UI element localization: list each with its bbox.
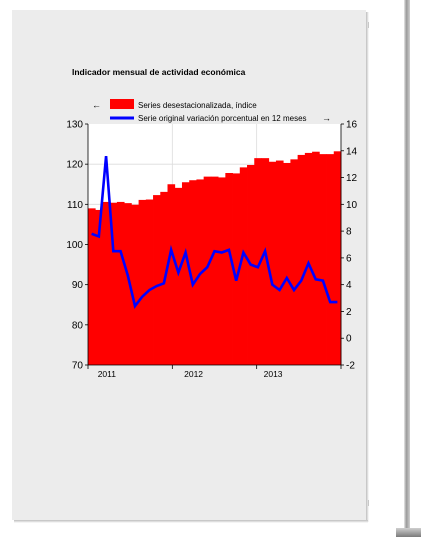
panel-shadow-bottom [14, 520, 368, 523]
legend-label-bars: Series desestacionalizada, índice [138, 101, 257, 110]
bar [109, 202, 118, 365]
left-tick-label: 110 [67, 200, 83, 211]
x-tick-label: 2011 [98, 369, 117, 379]
bar [88, 208, 96, 365]
bar [181, 182, 190, 365]
page-frame-edge [404, 0, 410, 537]
x-tick-label: 2013 [264, 369, 283, 379]
bar [145, 199, 154, 365]
left-tick-label: 80 [72, 320, 84, 331]
bar [95, 209, 103, 365]
bar [153, 195, 161, 365]
legend-left-axis-marker: ← [92, 100, 101, 110]
right-tick-label: 2 [346, 307, 352, 318]
legend-swatch-bars [110, 99, 134, 109]
bar [304, 152, 313, 365]
bar [167, 184, 176, 365]
bar [268, 161, 277, 365]
bar [232, 173, 241, 365]
left-tick-label: 100 [66, 240, 83, 251]
bar [319, 154, 327, 365]
bar [131, 204, 139, 365]
bar [203, 176, 212, 365]
bar [116, 201, 125, 365]
bar [297, 154, 306, 365]
right-tick-label: 14 [346, 146, 358, 157]
legend-right-axis-marker: → [322, 113, 331, 123]
right-tick-label: 4 [346, 280, 352, 291]
legend-label-line: Serie original variación porcentual en 1… [138, 114, 307, 123]
bar [210, 176, 219, 365]
panel-shadow-right [366, 12, 369, 522]
bar [138, 199, 147, 365]
chart-title: Indicador mensual de actividad económica [72, 67, 246, 77]
right-tick-label: 0 [346, 334, 352, 345]
right-tick-label: 12 [346, 173, 358, 184]
bar [124, 203, 132, 365]
left-tick-label: 70 [72, 361, 84, 372]
bar [174, 187, 183, 365]
right-tick-label: 10 [346, 200, 358, 211]
left-tick-label: 120 [66, 160, 83, 171]
bar [239, 167, 248, 365]
left-tick-label: 130 [66, 120, 83, 131]
bar [275, 160, 284, 365]
right-tick-label: -2 [346, 361, 355, 372]
bar [333, 151, 342, 365]
bar [283, 162, 291, 365]
crop-mark [368, 500, 369, 506]
page-frame-foot [396, 528, 421, 537]
right-tick-label: 16 [346, 120, 358, 131]
bar [225, 173, 233, 365]
crop-mark [368, 22, 369, 28]
right-tick-label: 6 [346, 253, 352, 264]
bar [326, 154, 335, 365]
bar [261, 158, 270, 365]
left-tick-label: 90 [72, 280, 84, 291]
right-tick-label: 8 [346, 227, 352, 238]
bar [312, 151, 320, 365]
bar [102, 201, 111, 365]
bar [254, 158, 262, 365]
x-tick-label: 2012 [184, 369, 203, 379]
bar [189, 180, 197, 365]
bar [290, 159, 299, 365]
bar [218, 177, 226, 365]
